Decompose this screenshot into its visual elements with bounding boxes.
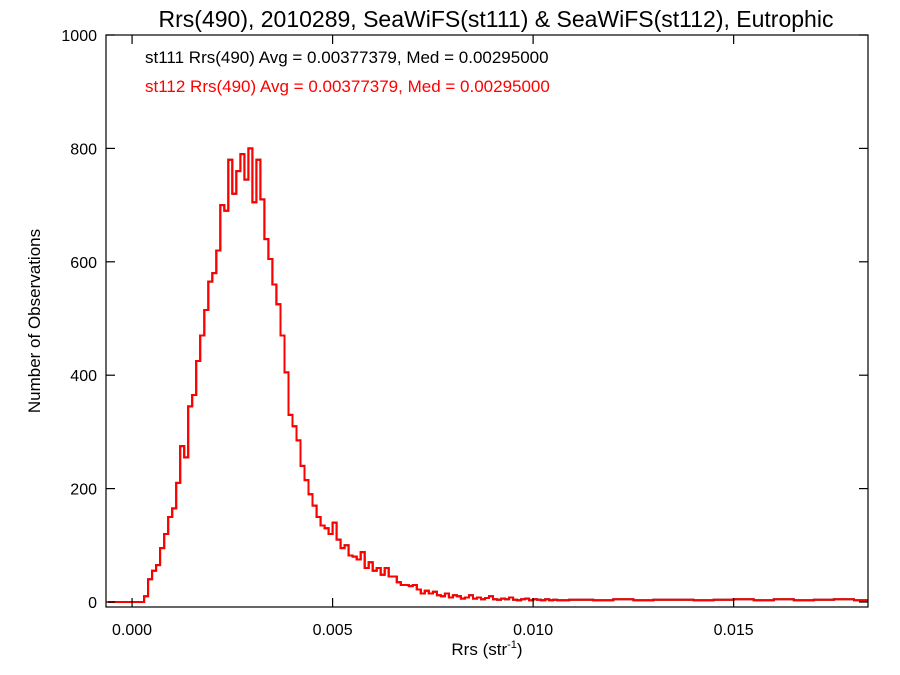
- plot-series-group: [108, 147, 868, 603]
- x-axis-label: Rrs (str-1): [451, 639, 522, 659]
- chart-title: Rrs(490), 2010289, SeaWiFS(st111) & SeaW…: [159, 6, 834, 32]
- annotation-st112: st112 Rrs(490) Avg = 0.00377379, Med = 0…: [145, 77, 550, 96]
- y-tick-label: 800: [70, 141, 97, 158]
- x-axis-label-sup: -1: [507, 639, 517, 651]
- x-tick-label: 0.010: [513, 622, 553, 639]
- y-axis: 0 200 400 600 800 1000: [61, 28, 868, 612]
- y-tick-label: 0: [88, 595, 97, 612]
- annotation-st111: st111 Rrs(490) Avg = 0.00377379, Med = 0…: [145, 48, 549, 67]
- x-tick-label: 0.000: [112, 622, 152, 639]
- y-tick-label: 600: [70, 255, 97, 272]
- x-axis-label-main: Rrs (str: [451, 640, 507, 659]
- y-tick-label: 1000: [61, 28, 97, 45]
- x-tick-label: 0.005: [313, 622, 353, 639]
- x-axis: 0.000 0.005 0.010 0.015: [112, 35, 754, 639]
- series-st111: [108, 147, 868, 603]
- y-tick-label: 400: [70, 368, 97, 385]
- x-tick-label: 0.015: [714, 622, 754, 639]
- y-tick-label: 200: [70, 482, 97, 499]
- series-st112: [108, 147, 868, 603]
- y-axis-label: Number of Observations: [25, 229, 44, 413]
- x-axis-label-close: ): [517, 640, 523, 659]
- plot-frame: [105, 34, 869, 608]
